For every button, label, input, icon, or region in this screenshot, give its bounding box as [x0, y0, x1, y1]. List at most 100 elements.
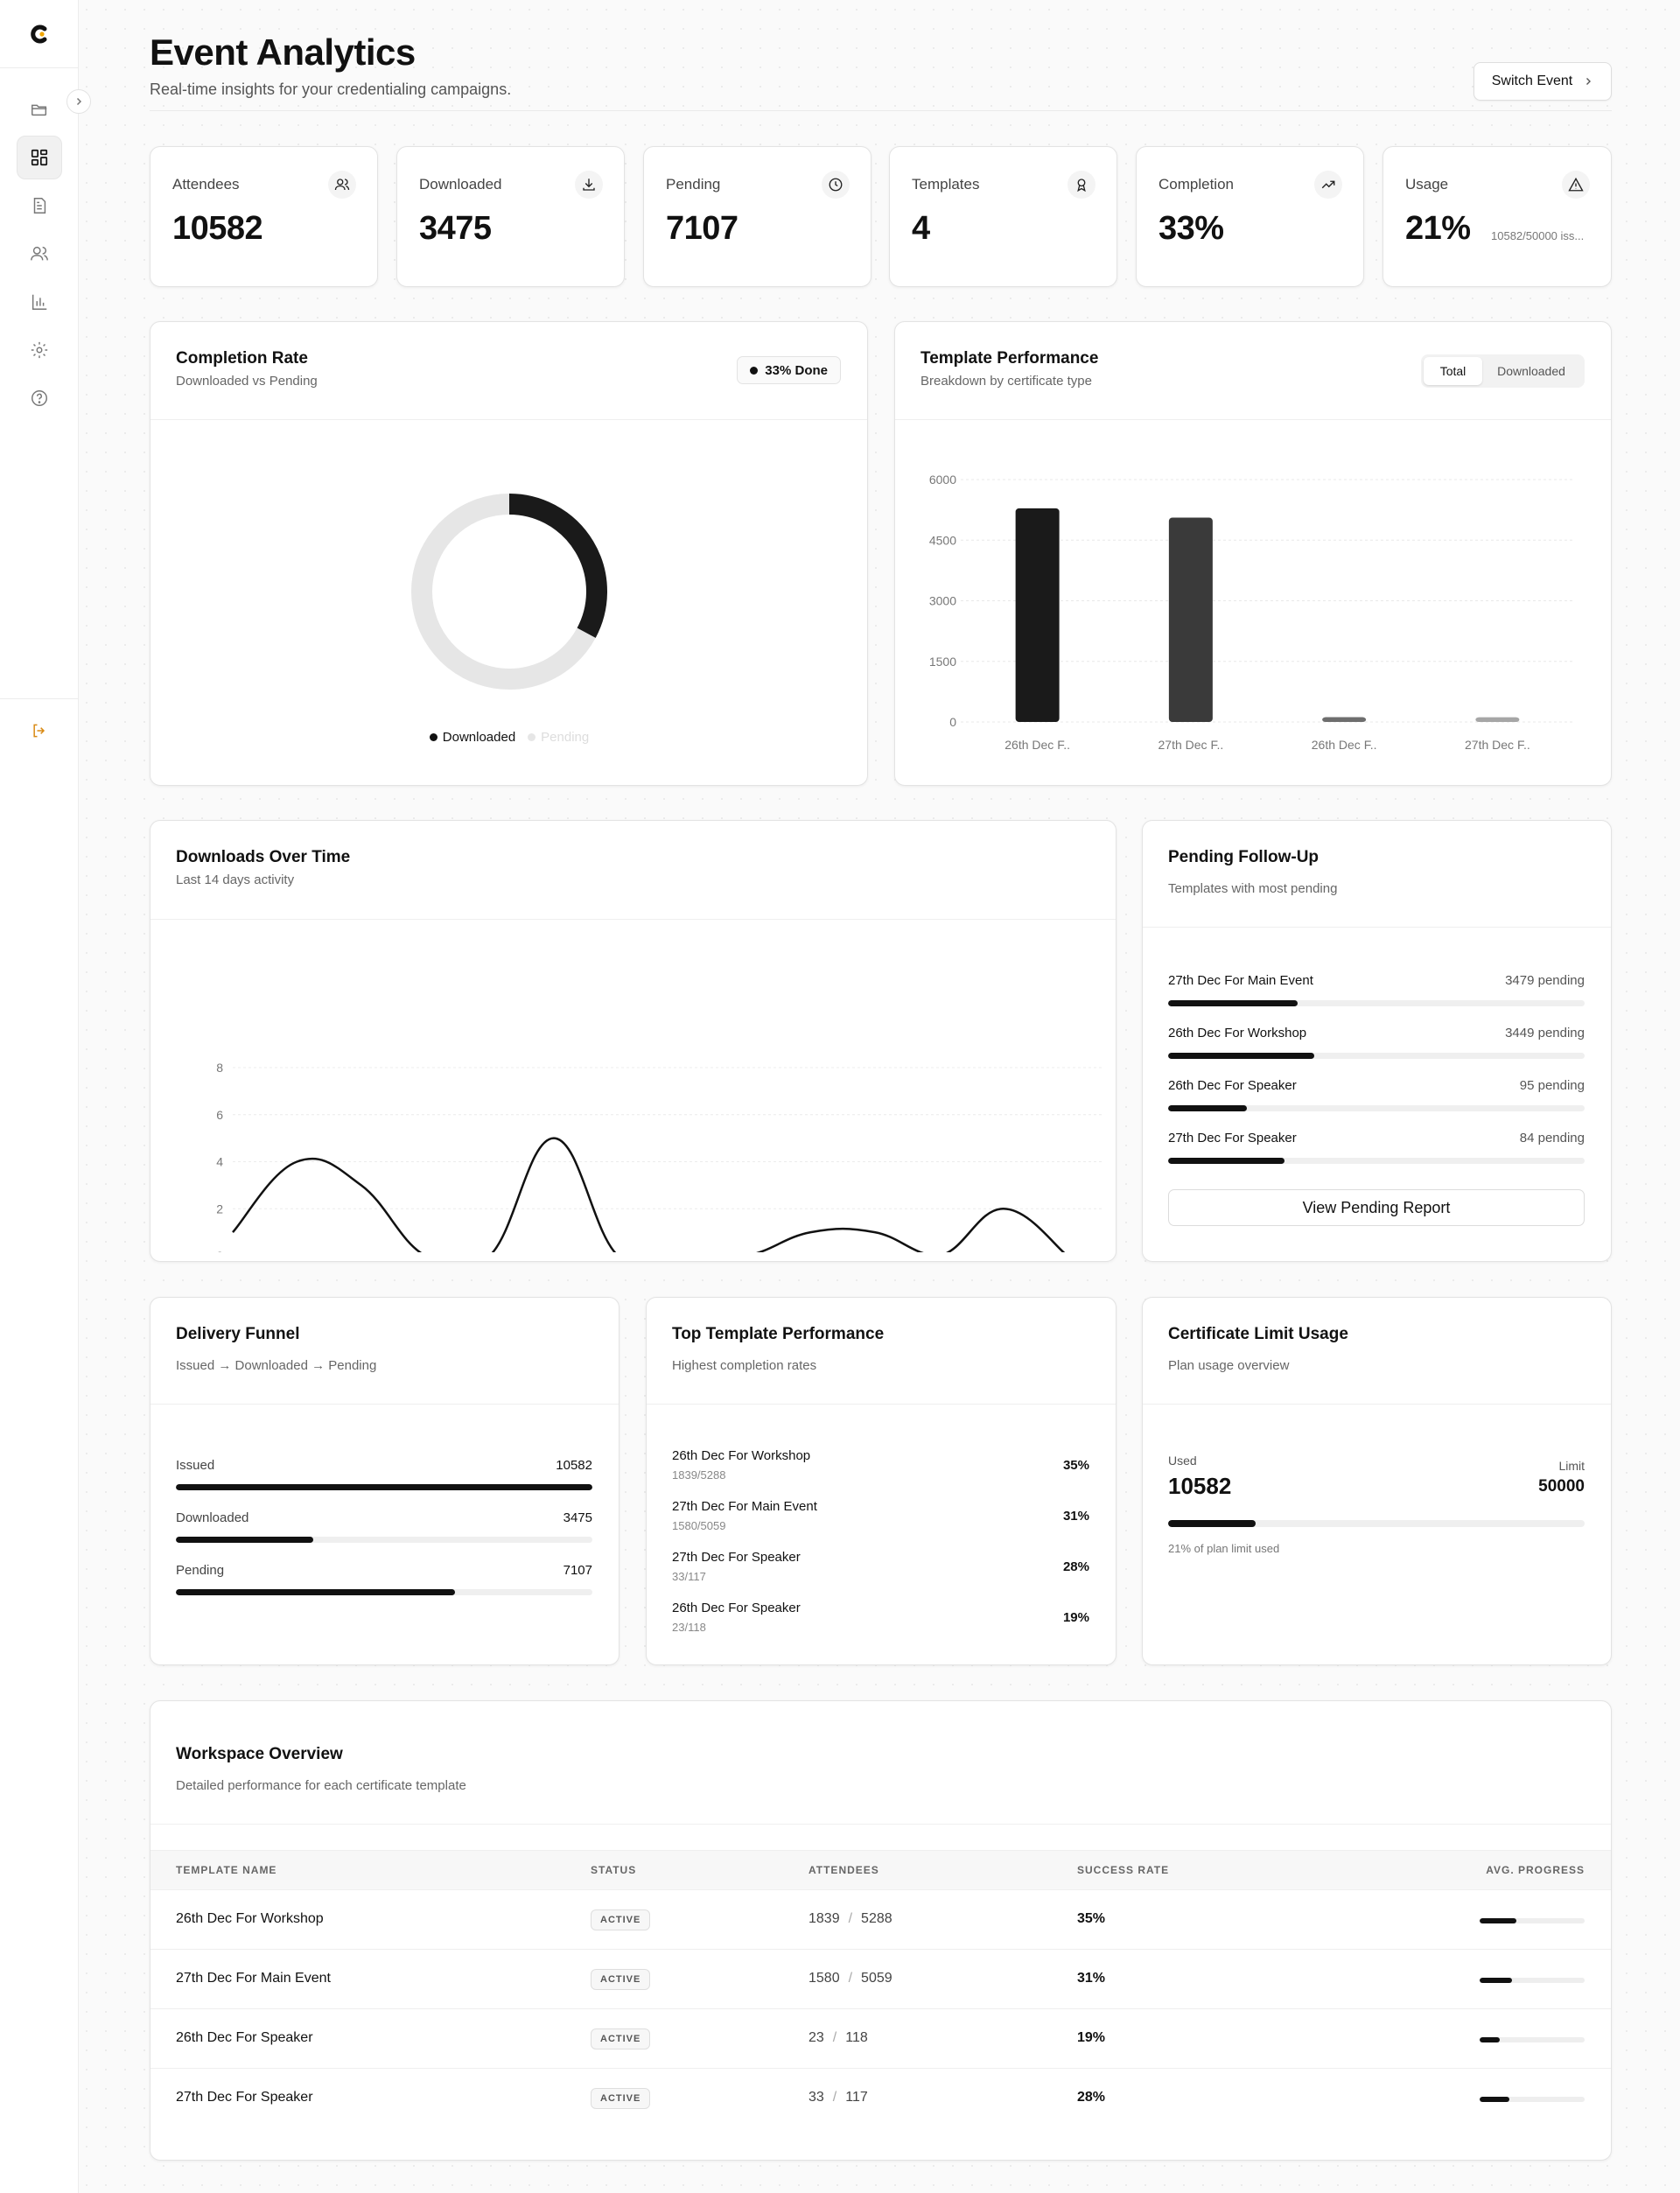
progress-track — [1480, 1918, 1585, 1923]
progress-track — [1168, 1053, 1585, 1059]
sidebar-collapse-button[interactable] — [66, 89, 91, 114]
stat-value: 3475 — [419, 210, 492, 247]
card-title: Workspace Overview — [176, 1745, 343, 1763]
sidebar — [0, 0, 79, 2193]
attendees-total: 117 — [845, 2090, 868, 2105]
progress-track — [1168, 1000, 1585, 1006]
alert-triangle-icon — [1562, 171, 1590, 199]
column-header: TEMPLATE NAME — [176, 1864, 277, 1876]
toggle-downloaded[interactable]: Downloaded — [1497, 364, 1565, 378]
attendees-done: 1839 — [808, 1911, 840, 1926]
nav-documents[interactable] — [17, 184, 62, 228]
attendees-cell: 1839 / 5288 — [808, 1911, 892, 1927]
view-pending-report-button[interactable]: View Pending Report — [1168, 1189, 1585, 1226]
progress-track — [1480, 2037, 1585, 2042]
progress-fill — [1168, 1158, 1285, 1164]
card-subtitle: Downloaded vs Pending — [176, 374, 318, 389]
table-row[interactable]: 26th Dec For Speaker ACTIVE 23 / 118 19% — [150, 2009, 1611, 2069]
card-divider — [1143, 927, 1611, 928]
card-title: Completion Rate — [176, 349, 308, 368]
progress-track — [1480, 1978, 1585, 1983]
toggle-total[interactable]: Total — [1424, 357, 1482, 385]
gear-icon — [31, 341, 48, 359]
progress-track — [1168, 1158, 1585, 1164]
success-rate: 31% — [1077, 1971, 1106, 1986]
legend-label: Downloaded — [442, 730, 516, 745]
success-rate: 19% — [1077, 2030, 1106, 2045]
y-tick-label: 0 — [216, 1249, 223, 1252]
line-chart: 0246802-1102-1202-1302-1402-1502-1602-17… — [216, 1061, 1102, 1252]
card-title: Top Template Performance — [672, 1325, 885, 1343]
limit-label: Limit — [1558, 1459, 1585, 1473]
card-title: Pending Follow-Up — [1168, 848, 1320, 866]
funnel-value: 10582 — [556, 1458, 592, 1473]
list-item-value: 3479 pending — [1505, 973, 1585, 988]
legend-pending: Pending — [528, 730, 589, 745]
delivery-funnel-card: Delivery Funnel Issued → Downloaded → Pe… — [150, 1297, 620, 1665]
nav-help[interactable] — [17, 376, 62, 420]
template-name: 26th Dec For Speaker — [672, 1601, 801, 1615]
y-tick-label: 2 — [216, 1202, 223, 1216]
used-label: Used — [1168, 1454, 1197, 1468]
app-logo[interactable] — [0, 0, 79, 68]
bar — [1015, 508, 1060, 722]
stat-label: Completion — [1158, 176, 1234, 193]
switch-event-button[interactable]: Switch Event — [1474, 62, 1612, 101]
progress-fill — [176, 1484, 592, 1490]
progress-fill — [1480, 1918, 1516, 1923]
stat-card-pending: Pending 7107 — [643, 146, 872, 287]
y-tick-label: 3000 — [929, 594, 956, 608]
attendees-total: 5059 — [861, 1971, 892, 1986]
y-tick-label: 1500 — [929, 655, 956, 669]
card-divider — [895, 419, 1611, 420]
template-name: 26th Dec For Workshop — [176, 1911, 324, 1926]
template-ratio: 1580/5059 — [672, 1519, 726, 1532]
help-circle-icon — [32, 390, 47, 406]
table-row[interactable]: 27th Dec For Speaker ACTIVE 33 / 117 28% — [150, 2069, 1611, 2128]
chevron-right-icon — [1586, 78, 1592, 85]
y-tick-label: 4 — [216, 1155, 223, 1169]
nav-folders[interactable] — [17, 88, 62, 131]
stat-value: 10582 — [172, 210, 263, 247]
funnel-value: 3475 — [563, 1510, 592, 1525]
stat-card-completion: Completion 33% — [1136, 146, 1364, 287]
x-tick-label: 26th Dec F.. — [1004, 738, 1070, 752]
workspace-overview-card: Workspace Overview Detailed performance … — [150, 1700, 1612, 2161]
progress-track — [176, 1589, 592, 1595]
separator: / — [848, 1971, 853, 1986]
x-tick-label: 27th Dec F.. — [1465, 738, 1530, 752]
table-row[interactable]: 27th Dec For Main Event ACTIVE 1580 / 5059… — [150, 1950, 1611, 2009]
logout-button[interactable] — [17, 709, 62, 753]
card-divider — [1143, 1404, 1611, 1405]
progress-fill — [1480, 1978, 1513, 1983]
card-divider — [150, 419, 867, 420]
progress-fill — [1168, 1053, 1314, 1059]
stat-value: 33% — [1158, 210, 1224, 247]
nav-users[interactable] — [17, 232, 62, 276]
chevron-right-icon — [76, 97, 82, 106]
nav-analytics[interactable] — [17, 280, 62, 324]
dot-icon — [528, 733, 536, 741]
nav-settings[interactable] — [17, 328, 62, 372]
status-badge: ACTIVE — [591, 1909, 651, 1930]
award-icon — [1068, 171, 1096, 199]
bar — [1168, 517, 1213, 722]
card-title: Delivery Funnel — [176, 1325, 300, 1343]
page-subtitle: Real-time insights for your credentialin… — [150, 81, 512, 98]
bar-chart: 0 1500 3000 4500 6000 26th Dec F.. 27th Dec F.… — [929, 473, 1574, 752]
logout-icon — [33, 724, 46, 738]
attendees-total: 118 — [845, 2030, 868, 2045]
used-value: 10582 — [1168, 1473, 1232, 1499]
column-header: SUCCESS RATE — [1077, 1864, 1170, 1876]
view-toggle[interactable]: Total Downloaded — [1421, 354, 1585, 388]
stat-card-downloaded: Downloaded 3475 — [396, 146, 625, 287]
stat-label: Templates — [912, 176, 980, 193]
progress-track — [176, 1537, 592, 1543]
file-text-icon — [33, 198, 46, 214]
table-row[interactable]: 26th Dec For Workshop ACTIVE 1839 / 5288 3… — [150, 1890, 1611, 1950]
badge-label: 33% Done — [765, 362, 828, 378]
x-tick-label: 27th Dec F.. — [1158, 738, 1224, 752]
list-item-name: 26th Dec For Workshop — [1168, 1026, 1307, 1040]
nav-dashboard[interactable] — [17, 136, 62, 179]
donut-slice-downloaded — [508, 494, 607, 638]
